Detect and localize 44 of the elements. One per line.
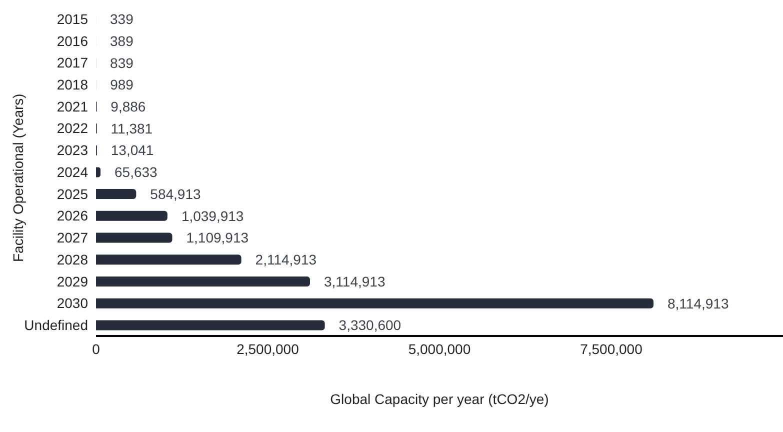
data-label: 1,039,913	[181, 208, 244, 224]
y-tick-label: 2023	[56, 142, 88, 158]
data-label: 839	[110, 54, 134, 71]
data-label: 8,114,913	[667, 295, 729, 312]
x-tick-label: 5,000,000	[408, 340, 471, 357]
data-label: 13,041	[110, 142, 154, 158]
bar	[96, 298, 654, 308]
y-tick-label: 2018	[56, 76, 88, 93]
data-label: 584,913	[150, 186, 202, 202]
x-tick-label: 2,500,000	[236, 340, 300, 357]
data-label: 389	[110, 32, 134, 49]
bar	[96, 210, 168, 221]
y-tick-label: Undefined	[24, 317, 88, 334]
data-label: 11,381	[110, 120, 153, 136]
data-label: 1,109,913	[186, 230, 249, 246]
y-tick-label: 2027	[56, 230, 88, 246]
y-tick-label: 2028	[56, 251, 88, 268]
data-label: 3,114,913	[324, 273, 386, 290]
y-tick-label: 2030	[56, 295, 88, 312]
data-label: 3,330,600	[338, 317, 402, 334]
bar	[96, 254, 242, 265]
y-tick-label: 2022	[56, 120, 88, 136]
y-tick-label: 2017	[56, 54, 88, 71]
data-label: 339	[110, 11, 134, 28]
y-axis-title: Facility Operational (Years)	[10, 94, 26, 262]
y-tick-label: 2021	[56, 98, 88, 114]
x-axis-title: Global Capacity per year (tCO2/ye)	[330, 391, 549, 407]
y-tick-label: 2016	[56, 32, 88, 49]
bar	[96, 167, 101, 178]
data-label: 65,633	[114, 164, 158, 180]
y-tick-label: 2015	[56, 10, 88, 27]
bar	[96, 320, 325, 330]
bar	[96, 232, 172, 243]
data-label: 9,886	[110, 98, 146, 114]
bar	[96, 189, 136, 200]
y-tick-label: 2026	[56, 208, 88, 224]
y-tick-label: 2029	[56, 273, 88, 290]
x-tick-label: 7,500,000	[580, 340, 643, 357]
data-label: 2,114,913	[255, 252, 317, 268]
data-label: 989	[110, 76, 134, 93]
bar	[96, 276, 310, 287]
y-tick-label: 2025	[56, 186, 88, 202]
y-tick-label: 2024	[56, 164, 88, 180]
x-tick-label: 0	[92, 340, 100, 357]
